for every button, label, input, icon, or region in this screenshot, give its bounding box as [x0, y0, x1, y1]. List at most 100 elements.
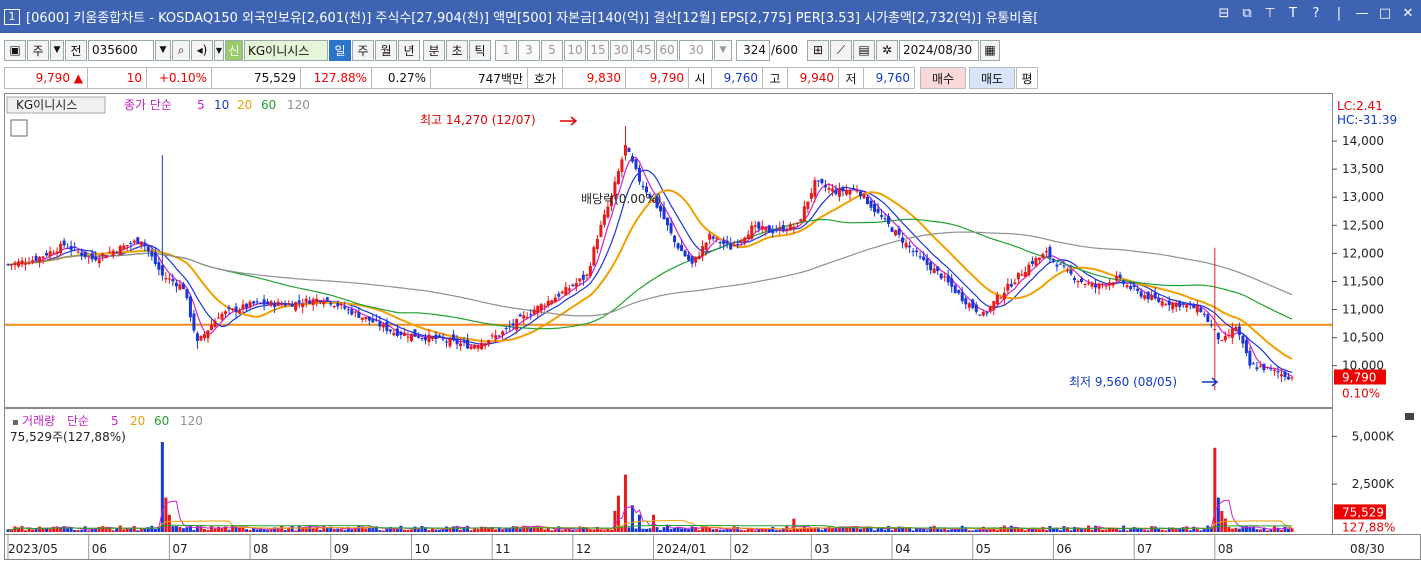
candle-body	[473, 345, 477, 349]
x-tick-label: 04	[895, 542, 910, 556]
period-second[interactable]: 초	[446, 39, 468, 61]
candle-body	[953, 285, 957, 293]
custom-period-input[interactable]: 30	[679, 39, 713, 61]
x-tick-label: 06	[1056, 542, 1071, 556]
volume-bar	[273, 527, 277, 532]
x-tick-label: 12	[576, 542, 591, 556]
split-icon[interactable]: ⊟	[1218, 6, 1230, 21]
layout-icon[interactable]: ▣	[4, 39, 26, 61]
data-count-input[interactable]: 324	[736, 39, 770, 61]
close-icon[interactable]: ✕	[1402, 6, 1414, 21]
minute-60[interactable]: 60	[656, 39, 678, 61]
minute-45[interactable]: 45	[633, 39, 655, 61]
period-year[interactable]: 년	[398, 39, 420, 61]
gear-icon[interactable]: ✲	[876, 39, 898, 61]
volume-bar	[753, 530, 757, 532]
volume-bar	[936, 528, 940, 532]
all-button[interactable]: 전	[65, 39, 87, 61]
candle-body	[837, 188, 841, 197]
candle-body	[525, 317, 529, 319]
volume-bar	[276, 528, 280, 532]
volume-bar	[308, 525, 312, 532]
candle-body	[164, 278, 168, 280]
volume-bar	[1083, 529, 1087, 532]
speaker-icon[interactable]: ◂)	[191, 39, 213, 61]
volume-bar	[473, 527, 477, 532]
minute-15[interactable]: 15	[587, 39, 609, 61]
stock-code-input[interactable]: 035600	[88, 39, 154, 61]
chevron-down-icon[interactable]: ▼	[155, 39, 171, 61]
copy-window-icon[interactable]: ⧉	[1242, 6, 1252, 21]
candle-body	[676, 243, 680, 249]
candle-body	[1062, 265, 1066, 267]
price-chart[interactable]: 14,000 13,500 13,000 12,500 12,000 11,500 11,0…	[4, 93, 1421, 560]
search-icon[interactable]: ⌕	[172, 39, 190, 61]
chevron-down-icon[interactable]: ▼	[714, 39, 732, 61]
candle-body	[308, 300, 312, 304]
volume-bar	[666, 525, 670, 532]
volume-bar	[525, 526, 529, 532]
minute-1[interactable]: 1	[495, 39, 517, 61]
chevron-down-icon[interactable]: ▼	[50, 39, 64, 61]
minute-5[interactable]: 5	[541, 39, 563, 61]
volume-bar	[546, 528, 550, 532]
minute-30[interactable]: 30	[610, 39, 632, 61]
buy-button[interactable]: 매수	[920, 67, 966, 89]
candle-body	[764, 227, 768, 231]
volume-bar	[336, 528, 340, 532]
period-month[interactable]: 월	[375, 39, 397, 61]
save-icon[interactable]: ▤	[853, 39, 875, 61]
volume-bar	[1065, 527, 1069, 532]
volume-bar	[245, 529, 249, 532]
period-week[interactable]: 주	[352, 39, 374, 61]
y-tick-label: 13,000	[1342, 190, 1384, 204]
trend-icon[interactable]: ⟋	[830, 39, 852, 61]
candle-body	[476, 345, 480, 349]
minimize-icon[interactable]: —	[1355, 6, 1369, 21]
market-select[interactable]: 주	[27, 39, 49, 61]
sell-button[interactable]: 매도	[969, 67, 1015, 89]
volume-bar	[1244, 525, 1248, 532]
volume-bar	[1234, 527, 1238, 532]
font-icon[interactable]: T	[1289, 6, 1297, 21]
max-arrow-icon	[560, 116, 578, 126]
separator: |	[1336, 6, 1342, 21]
minute-3[interactable]: 3	[518, 39, 540, 61]
candle-body	[736, 244, 740, 246]
candle-body	[971, 299, 975, 308]
candle-body	[115, 251, 119, 253]
candle-body	[1027, 264, 1031, 276]
volume-bar	[1111, 527, 1115, 532]
period-tick[interactable]: 틱	[469, 39, 491, 61]
volume-bar	[915, 527, 919, 532]
candle-body	[1044, 251, 1048, 253]
window-number[interactable]: 1	[4, 8, 20, 25]
date-input[interactable]: 2024/08/30	[899, 39, 979, 61]
candle-body	[367, 316, 371, 321]
eval-button[interactable]: 평	[1016, 67, 1038, 89]
period-day[interactable]: 일	[329, 39, 351, 61]
indicator-icon[interactable]: ⊞	[807, 39, 829, 61]
pin-icon[interactable]: ⊤	[1264, 6, 1276, 21]
x-axis-frame	[4, 534, 1421, 560]
volume-bar	[174, 526, 178, 532]
minute-10[interactable]: 10	[564, 39, 586, 61]
candle-body	[802, 206, 806, 222]
help-icon[interactable]: ?	[1312, 6, 1320, 21]
candle-body	[1262, 363, 1266, 371]
maximize-icon[interactable]: □	[1378, 6, 1392, 21]
volume-bar	[574, 530, 578, 532]
candle-body	[374, 319, 378, 321]
volume-bar	[1143, 529, 1147, 532]
volume-bar	[606, 527, 610, 532]
chevron-down-icon[interactable]: ▼	[214, 39, 224, 61]
volume-bar	[392, 528, 396, 532]
candle-body	[83, 251, 87, 258]
volume-bar	[441, 529, 445, 532]
candle-body	[206, 330, 210, 339]
calendar-icon[interactable]: ▦	[980, 39, 1000, 61]
volume-bar	[725, 528, 729, 532]
candle-body	[743, 237, 747, 243]
period-minute[interactable]: 분	[423, 39, 445, 61]
candle-body	[957, 290, 961, 294]
